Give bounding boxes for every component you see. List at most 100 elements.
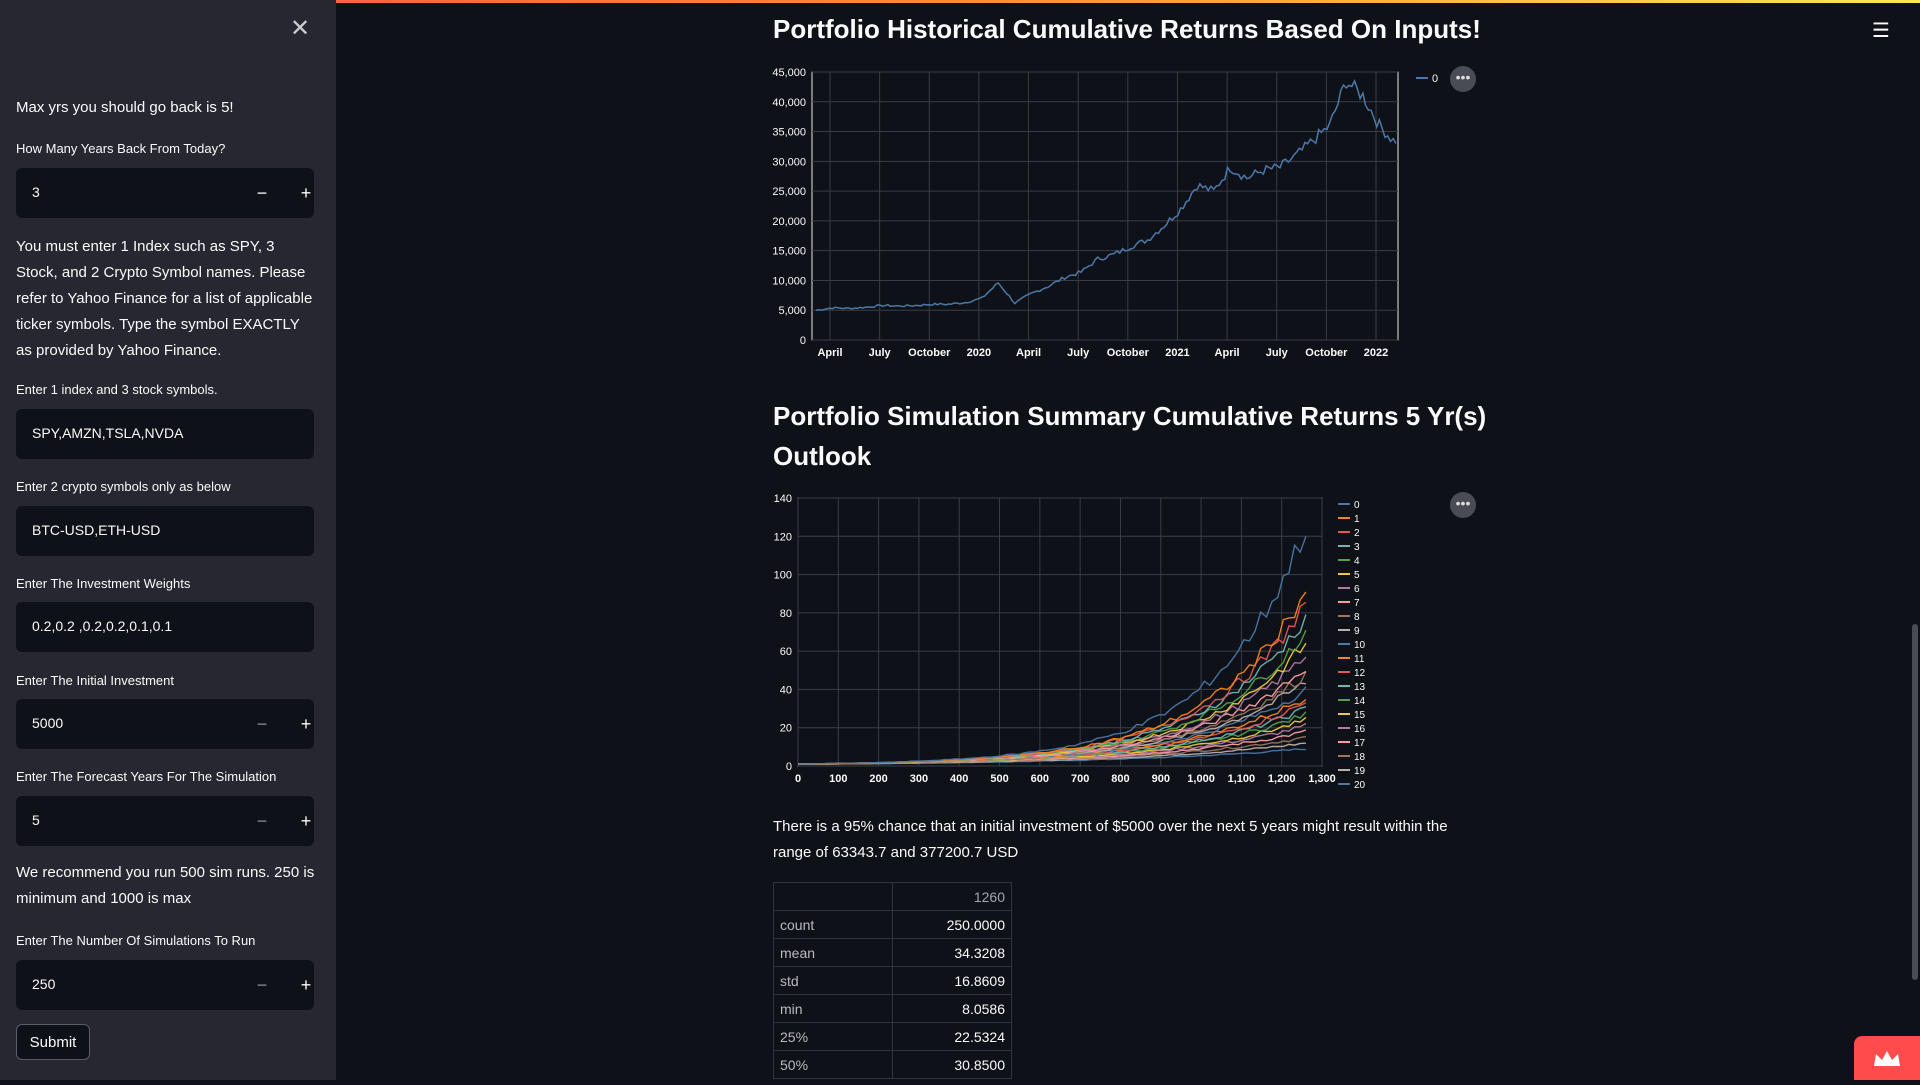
row-value: 250.0000 — [892, 910, 1012, 939]
y-tick-label: 80 — [780, 608, 792, 620]
legend-label: 15 — [1354, 710, 1366, 721]
x-tick-label: April — [817, 347, 842, 359]
historical-returns-chart[interactable]: 0 5,000 10,000 15,000 20,000 25,000 30,000 35,0… — [760, 60, 1520, 360]
close-icon[interactable]: ✕ — [290, 15, 311, 42]
table-row: 50% 30.8500 — [773, 1050, 1012, 1079]
forecast-years-value: 5 — [32, 812, 40, 828]
x-tick-label: October — [1305, 347, 1348, 359]
table-header-row: 1260 — [773, 882, 1012, 911]
x-tick-label: 1,100 — [1228, 773, 1256, 785]
crypto-value: BTC-USD,ETH-USD — [32, 522, 161, 538]
crypto-input[interactable]: BTC-USD,ETH-USD — [16, 506, 314, 556]
x-tick-label: July — [1266, 347, 1289, 359]
x-tick-label: 300 — [910, 773, 928, 785]
x-tick-label: 1,000 — [1187, 773, 1215, 785]
row-value: 30.8500 — [892, 1050, 1012, 1079]
series-line — [815, 79, 1397, 311]
x-tick-label: 700 — [1071, 773, 1089, 785]
increment-button[interactable]: + — [300, 974, 312, 995]
x-tick-label: 2022 — [1364, 347, 1388, 359]
legend-label: 11 — [1354, 654, 1365, 665]
decrement-button[interactable]: − — [256, 713, 268, 734]
forecast-years-label: Enter The Forecast Years For The Simulat… — [16, 769, 277, 784]
increment-button[interactable]: + — [300, 810, 312, 831]
legend-label: 0 — [1354, 500, 1360, 511]
initial-investment-label: Enter The Initial Investment — [16, 673, 175, 688]
legend-label: 9 — [1354, 626, 1360, 637]
table-column-header: 1260 — [892, 882, 1012, 911]
simulation-summary-title-line1: Portfolio Simulation Summary Cumulative … — [773, 401, 1487, 431]
table-row: std 16.8609 — [773, 966, 1012, 995]
streamlit-badge[interactable] — [1854, 1036, 1920, 1080]
table-row: mean 34.3208 — [773, 938, 1012, 967]
increment-button[interactable]: + — [300, 713, 312, 734]
y-tick-label: 60 — [780, 646, 792, 658]
legend-label: 19 — [1354, 766, 1366, 777]
forecast-years-input[interactable]: 5 − + — [16, 796, 314, 846]
simulations-input[interactable]: 250 − + — [16, 960, 314, 1010]
legend-label: 5 — [1354, 570, 1360, 581]
decrement-button[interactable]: − — [256, 810, 268, 831]
plot-area — [797, 497, 1323, 767]
weights-input[interactable]: 0.2,0.2 ,0.2,0.2,0.1,0.1 — [16, 602, 314, 652]
submit-button[interactable]: Submit — [16, 1024, 90, 1060]
x-tick-label: 200 — [869, 773, 887, 785]
top-decoration-bar — [0, 0, 1920, 3]
x-tick-label: October — [1107, 347, 1150, 359]
y-tick-label: 25,000 — [772, 186, 806, 198]
years-back-input[interactable]: 3 − + — [16, 168, 314, 218]
x-tick-label: April — [1215, 347, 1240, 359]
legend-label: 20 — [1354, 780, 1366, 788]
legend-label: 3 — [1354, 542, 1360, 553]
weights-label: Enter The Investment Weights — [16, 576, 191, 591]
more-options-icon[interactable]: ••• — [1450, 492, 1476, 518]
legend-label: 18 — [1354, 752, 1366, 763]
scrollbar-thumb[interactable] — [1912, 624, 1918, 980]
y-tick-label: 45,000 — [772, 67, 806, 79]
x-tick-label: 100 — [829, 773, 847, 785]
years-back-label: How Many Years Back From Today? — [16, 141, 226, 156]
recommend-text: We recommend you run 500 sim runs. 250 i… — [16, 864, 315, 907]
decrement-button[interactable]: − — [256, 182, 268, 203]
increment-button[interactable]: + — [300, 182, 312, 203]
x-tick-label: 0 — [795, 773, 801, 785]
y-tick-label: 20,000 — [772, 216, 806, 228]
legend-label: 7 — [1354, 598, 1360, 609]
row-label: std — [773, 966, 893, 995]
x-tick-label: 2020 — [967, 347, 991, 359]
table-row: 25% 22.5324 — [773, 1022, 1012, 1051]
x-tick-label: 1,300 — [1308, 773, 1336, 785]
y-tick-label: 15,000 — [772, 246, 806, 258]
legend-label: 2 — [1354, 528, 1360, 539]
stocks-label: Enter 1 index and 3 stock symbols. — [16, 382, 218, 397]
table-corner-cell — [773, 882, 893, 911]
y-tick-label: 5,000 — [778, 305, 806, 317]
legend-label: 0 — [1432, 73, 1438, 85]
initial-investment-input[interactable]: 5000 − + — [16, 699, 314, 749]
stocks-value: SPY,AMZN,TSLA,NVDA — [32, 425, 184, 441]
summary-stats-table: 1260 count 250.0000 mean 34.3208 std 16.… — [773, 882, 1012, 1079]
x-tick-label: July — [869, 347, 892, 359]
y-tick-label: 0 — [786, 761, 792, 773]
legend-label: 1 — [1354, 514, 1360, 525]
row-label: count — [773, 910, 893, 939]
legend-label: 6 — [1354, 584, 1360, 595]
instructions-text: You must enter 1 Index such as SPY, 3 St… — [16, 238, 313, 359]
row-value: 34.3208 — [892, 938, 1012, 967]
table-row: count 250.0000 — [773, 910, 1012, 939]
legend-label: 16 — [1354, 724, 1366, 735]
stocks-input[interactable]: SPY,AMZN,TSLA,NVDA — [16, 409, 314, 459]
hamburger-menu-icon[interactable]: ☰ — [1872, 20, 1890, 42]
legend-label: 10 — [1354, 640, 1366, 651]
legend-label: 12 — [1354, 668, 1366, 679]
sidebar-intro: Max yrs you should go back is 5! — [16, 99, 234, 116]
more-options-icon[interactable]: ••• — [1450, 66, 1476, 92]
initial-investment-value: 5000 — [32, 715, 64, 731]
decrement-button[interactable]: − — [256, 974, 268, 995]
row-value: 16.8609 — [892, 966, 1012, 995]
x-tick-label: July — [1067, 347, 1090, 359]
simulations-value: 250 — [32, 976, 56, 992]
historical-returns-title: Portfolio Historical Cumulative Returns … — [773, 14, 1481, 44]
legend-label: 8 — [1354, 612, 1360, 623]
